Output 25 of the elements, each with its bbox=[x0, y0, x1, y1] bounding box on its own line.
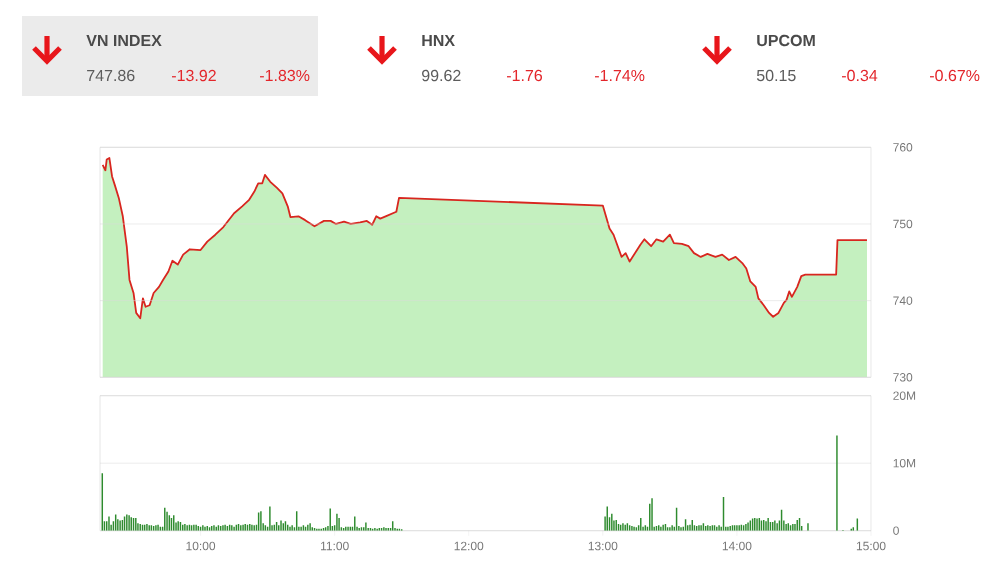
text: -0.67% bbox=[929, 69, 980, 82]
text: UPCOM bbox=[757, 34, 815, 47]
text: 747.86 bbox=[87, 69, 135, 82]
y-tick-label: 10M bbox=[893, 458, 916, 468]
x-tick-label: 12:00 bbox=[454, 541, 484, 551]
text: -0.34 bbox=[841, 69, 878, 82]
x-tick-label: 13:00 bbox=[588, 541, 618, 551]
y-tick-label: 730 bbox=[893, 373, 913, 382]
y-tick-label: 750 bbox=[893, 219, 913, 229]
x-tick-label: 15:00 bbox=[856, 541, 886, 551]
text: 99.62 bbox=[422, 69, 461, 82]
text: 50.15 bbox=[756, 69, 796, 82]
x-tick-label: 10:00 bbox=[186, 541, 216, 551]
x-tick-label: 14:00 bbox=[722, 541, 752, 551]
text: -1.74% bbox=[594, 69, 645, 82]
text: -1.76 bbox=[506, 69, 543, 82]
text: VN INDEX bbox=[86, 35, 162, 46]
text: HNX bbox=[422, 35, 455, 46]
text: -13.92 bbox=[171, 69, 216, 82]
y-tick-label: 760 bbox=[893, 143, 913, 152]
y-tick-label: 0 bbox=[893, 526, 899, 535]
text: -1.83% bbox=[259, 69, 310, 82]
y-tick-label: 20M bbox=[893, 391, 916, 400]
x-tick-label: 11:00 bbox=[321, 541, 349, 551]
y-tick-label: 740 bbox=[893, 296, 913, 305]
